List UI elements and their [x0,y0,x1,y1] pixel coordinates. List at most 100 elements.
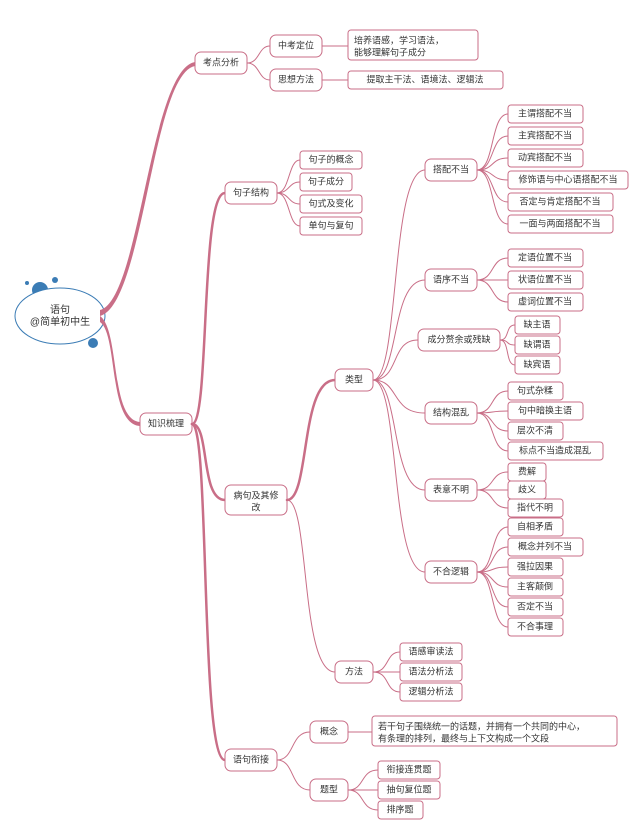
leaf-sxdesc: 提取主干法、语境法、逻辑法 [348,71,503,89]
edge [373,672,400,692]
edge [373,652,400,672]
svg-text:衔接连贯题: 衔接连贯题 [386,763,431,774]
svg-text:缺主语: 缺主语 [523,318,550,329]
leaf-tx2: 抽句复位题 [378,781,440,799]
leaf-dp1: 主谓搭配不当 [508,105,583,123]
edge-root-top [100,62,195,316]
svg-text:考点分析: 考点分析 [203,56,239,67]
leaf-bh4: 主客颠倒 [508,578,563,596]
svg-text:修饰语与中心语搭配不当: 修饰语与中心语搭配不当 [518,173,617,184]
edge [373,280,425,380]
edge [500,325,515,340]
leaf-gndesc: 若干句子围绕统一的话题，并拥有一个共同的中心， 有条理的排列，最终与上下文构成一… [372,716,617,746]
svg-text:病句及其修: 病句及其修 [233,489,278,500]
node-leixing: 类型 [335,369,373,391]
node-sixiang: 思想方法 [270,69,322,91]
leaf-cf2: 缺谓语 [515,336,560,354]
svg-text:自相矛盾: 自相矛盾 [517,520,553,531]
leaf-zkdesc: 培养语感，学习语法， 能够理解句子成分 [348,30,478,60]
svg-text:动宾搭配不当: 动宾搭配不当 [518,151,572,162]
leaf-tx1: 衔接连贯题 [378,761,440,779]
svg-text:定语位置不当: 定语位置不当 [518,251,572,262]
edge [277,193,300,204]
mindmap-canvas: 语句 @简单初中生 考点分析 知识梳理 中考定位 思想方法 培养语感，学习语法，… [0,0,640,836]
node-kaodian: 考点分析 [195,52,247,74]
root-node [15,288,105,344]
leaf-dp3: 动宾搭配不当 [508,149,583,167]
leaf-jz3: 句式及变化 [300,195,362,213]
edge [287,380,335,500]
edge [192,193,225,424]
svg-text:层次不清: 层次不清 [517,424,553,435]
node-zhishi: 知识梳理 [140,413,192,435]
node-chengfen: 成分赘余或残缺 [418,329,500,351]
edge [477,391,508,413]
edge [277,760,310,790]
root-line2: @简单初中生 [30,315,90,328]
node-juzi: 句子结构 [225,182,277,204]
leaf-by2: 歧义 [508,481,546,499]
node-bingju: 病句及其修 改 [225,485,287,515]
svg-text:语序不当: 语序不当 [433,273,469,284]
dot-medium [88,338,98,348]
node-yuju: 语句衔接 [225,749,277,771]
svg-text:状语位置不当: 状语位置不当 [518,273,572,284]
node-jiegou: 结构混乱 [425,402,477,424]
node-gainian: 概念 [310,721,348,743]
leaf-bh3: 强拉因果 [508,558,563,576]
leaf-by3: 指代不明 [508,499,563,517]
leaf-jg2: 句中暗换主语 [508,402,583,420]
svg-text:改: 改 [251,501,260,512]
svg-text:主谓搭配不当: 主谓搭配不当 [518,107,572,118]
node-yuxu: 语序不当 [425,269,477,291]
leaf-by1: 费解 [508,463,546,481]
leaf-jz1: 句子的概念 [300,151,362,169]
svg-text:不合逻辑: 不合逻辑 [433,565,469,576]
edge [500,340,515,365]
svg-text:主宾搭配不当: 主宾搭配不当 [518,129,572,140]
leaf-yx3: 虚词位置不当 [508,293,583,311]
node-buhe: 不合逻辑 [425,561,477,583]
node-fangfa: 方法 [335,661,373,683]
edge [477,572,508,607]
svg-text:歧义: 歧义 [518,483,536,494]
edge [373,380,425,490]
edge [348,770,378,790]
svg-text:概念并列不当: 概念并列不当 [518,540,572,551]
leaf-bh6: 不合事理 [508,618,563,636]
svg-text:句子成分: 句子成分 [308,175,344,186]
leaf-dp5: 否定与肯定搭配不当 [508,193,613,211]
svg-text:题型: 题型 [320,784,338,794]
svg-text:缺谓语: 缺谓语 [523,338,550,349]
svg-text:否定与肯定搭配不当: 否定与肯定搭配不当 [519,195,600,206]
edge [477,413,508,451]
svg-text:概念: 概念 [320,725,338,736]
leaf-ff1: 语感审读法 [400,643,462,661]
svg-text:表意不明: 表意不明 [433,483,469,494]
edge [247,63,270,80]
leaf-cf1: 缺主语 [515,316,560,334]
leaf-jz2: 句子成分 [300,173,352,191]
edge [477,280,508,302]
edge-root-bottom [100,316,140,426]
svg-text:思想方法: 思想方法 [278,73,314,84]
leaf-bh1: 自相矛盾 [508,518,563,536]
leaf-tx3: 排序题 [378,801,423,819]
leaf-ff2: 语法分析法 [400,663,462,681]
svg-text:知识梳理: 知识梳理 [148,417,184,428]
svg-text:中考定位: 中考定位 [278,39,314,50]
leaf-cf3: 缺宾语 [515,356,560,374]
svg-text:指代不明: 指代不明 [517,501,553,512]
node-dapei: 搭配不当 [425,159,477,181]
edge [477,527,508,572]
edge [287,500,335,672]
dot-small-1 [52,277,58,283]
edge [373,170,425,380]
node-biaoyi: 表意不明 [425,479,477,501]
root-line1: 语句 [50,303,70,316]
edge [247,46,270,63]
node-zhongkao: 中考定位 [270,35,322,57]
svg-text:排序题: 排序题 [386,803,413,814]
svg-text:单句与复句: 单句与复句 [308,219,353,230]
svg-text:虚词位置不当: 虚词位置不当 [518,295,572,306]
